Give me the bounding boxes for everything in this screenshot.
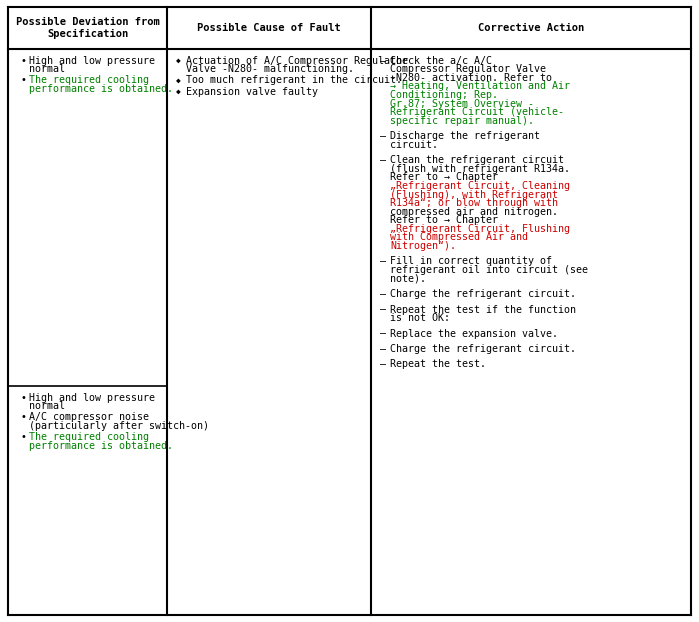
Text: R134a“; or blow through with: R134a“; or blow through with <box>390 198 559 208</box>
Text: Repeat the test if the function: Repeat the test if the function <box>390 305 576 315</box>
Text: Refer to → Chapter: Refer to → Chapter <box>390 172 498 182</box>
Text: The required cooling: The required cooling <box>29 75 150 85</box>
Text: → Heating, Ventilation and Air: → Heating, Ventilation and Air <box>390 81 570 91</box>
Text: Expansion valve faulty: Expansion valve faulty <box>185 86 317 96</box>
Text: •: • <box>21 55 27 65</box>
Text: Clean the refrigerant circuit: Clean the refrigerant circuit <box>390 155 564 165</box>
Text: –: – <box>380 328 386 338</box>
Text: specific repair manual).: specific repair manual). <box>390 116 534 126</box>
Text: –: – <box>380 55 386 65</box>
Text: Check the a/c A/C: Check the a/c A/C <box>390 55 492 65</box>
Text: refrigerant oil into circuit (see: refrigerant oil into circuit (see <box>390 265 589 275</box>
Text: Possible Cause of Fault: Possible Cause of Fault <box>197 23 341 33</box>
Text: is not OK:: is not OK: <box>390 313 450 323</box>
Text: –: – <box>380 155 386 165</box>
Text: normal: normal <box>29 401 66 411</box>
Text: ◆: ◆ <box>175 86 180 96</box>
Text: Actuation of A/C Compressor Regulator: Actuation of A/C Compressor Regulator <box>185 55 408 65</box>
Text: Refer to → Chapter: Refer to → Chapter <box>390 215 498 225</box>
Text: Repeat the test.: Repeat the test. <box>390 360 487 369</box>
Text: Valve -N280- malfunctioning.: Valve -N280- malfunctioning. <box>185 64 354 74</box>
Text: with Compressed Air and: with Compressed Air and <box>390 233 528 243</box>
Text: •: • <box>21 412 27 422</box>
Text: –: – <box>380 256 386 266</box>
Text: –: – <box>380 289 386 299</box>
Text: compressed air and nitrogen.: compressed air and nitrogen. <box>390 207 559 216</box>
Text: Refrigerant Circuit (vehicle-: Refrigerant Circuit (vehicle- <box>390 107 564 117</box>
Text: The required cooling: The required cooling <box>29 432 150 442</box>
Text: Possible Deviation from
Specification: Possible Deviation from Specification <box>16 17 160 39</box>
Text: Conditioning; Rep.: Conditioning; Rep. <box>390 90 498 100</box>
Text: (particularly after switch-on): (particularly after switch-on) <box>29 421 210 431</box>
Text: circuit.: circuit. <box>390 140 438 150</box>
Text: •: • <box>21 75 27 85</box>
Text: normal: normal <box>29 64 66 74</box>
Text: performance is obtained.: performance is obtained. <box>29 440 173 450</box>
Text: Charge the refrigerant circuit.: Charge the refrigerant circuit. <box>390 344 576 354</box>
Text: -N280- activation. Refer to: -N280- activation. Refer to <box>390 73 552 83</box>
Text: Fill in correct quantity of: Fill in correct quantity of <box>390 256 552 266</box>
Text: Corrective Action: Corrective Action <box>477 23 584 33</box>
Text: Charge the refrigerant circuit.: Charge the refrigerant circuit. <box>390 289 576 299</box>
Text: Discharge the refrigerant: Discharge the refrigerant <box>390 131 540 141</box>
Text: ◆: ◆ <box>175 55 180 65</box>
Text: •: • <box>21 432 27 442</box>
Text: „Refrigerant Circuit, Cleaning: „Refrigerant Circuit, Cleaning <box>390 181 570 191</box>
Text: Compressor Regulator Valve: Compressor Regulator Valve <box>390 64 546 74</box>
Text: Gr.87; System Overview -: Gr.87; System Overview - <box>390 98 534 108</box>
Text: performance is obtained.: performance is obtained. <box>29 84 173 94</box>
Text: –: – <box>380 131 386 141</box>
Text: ◆: ◆ <box>175 75 180 85</box>
Text: Nitrogen“).: Nitrogen“). <box>390 241 456 251</box>
Text: „Refrigerant Circuit, Flushing: „Refrigerant Circuit, Flushing <box>390 224 570 234</box>
Text: –: – <box>380 344 386 354</box>
Text: –: – <box>380 305 386 315</box>
Text: note).: note). <box>390 274 426 284</box>
Text: (Flushing), with Refrigerant: (Flushing), with Refrigerant <box>390 190 559 200</box>
Text: –: – <box>380 360 386 369</box>
Text: High and low pressure: High and low pressure <box>29 392 155 402</box>
Text: Replace the expansion valve.: Replace the expansion valve. <box>390 328 559 338</box>
Text: (flush with refrigerant R134a.: (flush with refrigerant R134a. <box>390 164 570 174</box>
Text: High and low pressure: High and low pressure <box>29 55 155 65</box>
Text: Too much refrigerant in the circuit.: Too much refrigerant in the circuit. <box>185 75 401 85</box>
Text: A/C compressor noise: A/C compressor noise <box>29 412 150 422</box>
Text: •: • <box>21 392 27 402</box>
